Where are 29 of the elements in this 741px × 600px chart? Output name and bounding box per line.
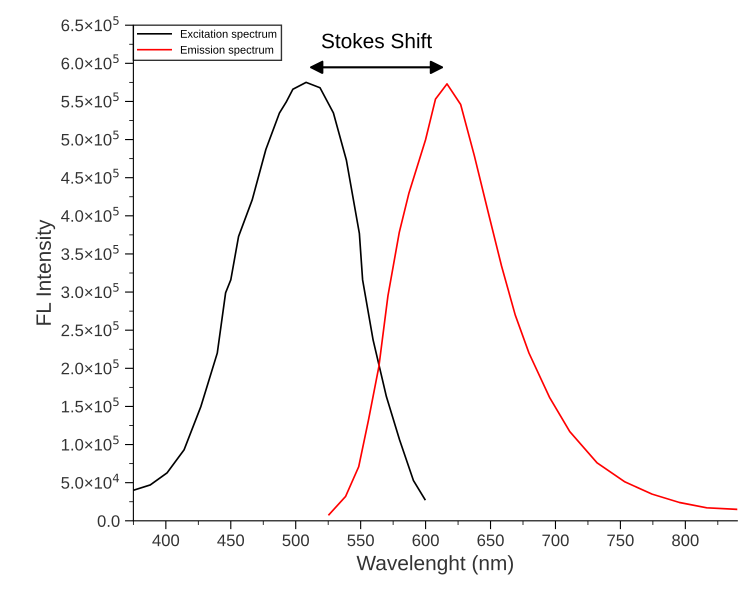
y-axis-title: FL Intensity <box>36 220 56 325</box>
y-tick-label: 4.0×10$^{5}$ <box>61 206 119 222</box>
line-series <box>328 83 738 516</box>
y-tick-label: 6.0×10$^{5}$ <box>62 54 119 70</box>
x-tick-label: 800 <box>672 534 699 546</box>
y-tick-label: 0.0 <box>98 515 120 528</box>
legend-label: Excitation spectrum <box>180 30 276 40</box>
x-axis-title: Wavelenght (nm) <box>356 555 513 575</box>
x-tick-label: 550 <box>347 534 374 546</box>
annotation: Stokes Shift <box>322 33 432 48</box>
y-tick-label: 1.5×10$^{5}$ <box>62 397 119 413</box>
x-tick-label: 400 <box>152 534 180 546</box>
y-tick-label: 3.0×10$^{5}$ <box>61 283 119 298</box>
y-tick-label: 6.5×10$^{5}$ <box>62 16 119 32</box>
x-tick-label: 650 <box>477 534 504 546</box>
x-tick-label: 450 <box>217 534 244 546</box>
x-tick-label: 750 <box>607 534 634 546</box>
legend-label: Emission spectrum <box>180 46 274 56</box>
x-tick-label: 700 <box>542 534 569 546</box>
y-tick-label: 5.0×10$^{5}$ <box>61 130 119 146</box>
y-tick-label: 4.5×10$^{5}$ <box>61 168 119 184</box>
y-tick-label: 1.0×10$^{5}$ <box>62 436 119 451</box>
y-tick-label: 2.0×10$^{5}$ <box>62 359 119 374</box>
y-tick-label: 2.5×10$^{5}$ <box>62 321 119 336</box>
x-tick-label: 500 <box>282 534 309 546</box>
x-tick-label: 600 <box>412 534 439 546</box>
y-tick-label: 3.5×10$^{5}$ <box>61 244 119 260</box>
y-tick-label: 5.5×10$^{5}$ <box>61 92 119 108</box>
y-tick-label: 5.0×10$^{4}$ <box>61 474 120 489</box>
